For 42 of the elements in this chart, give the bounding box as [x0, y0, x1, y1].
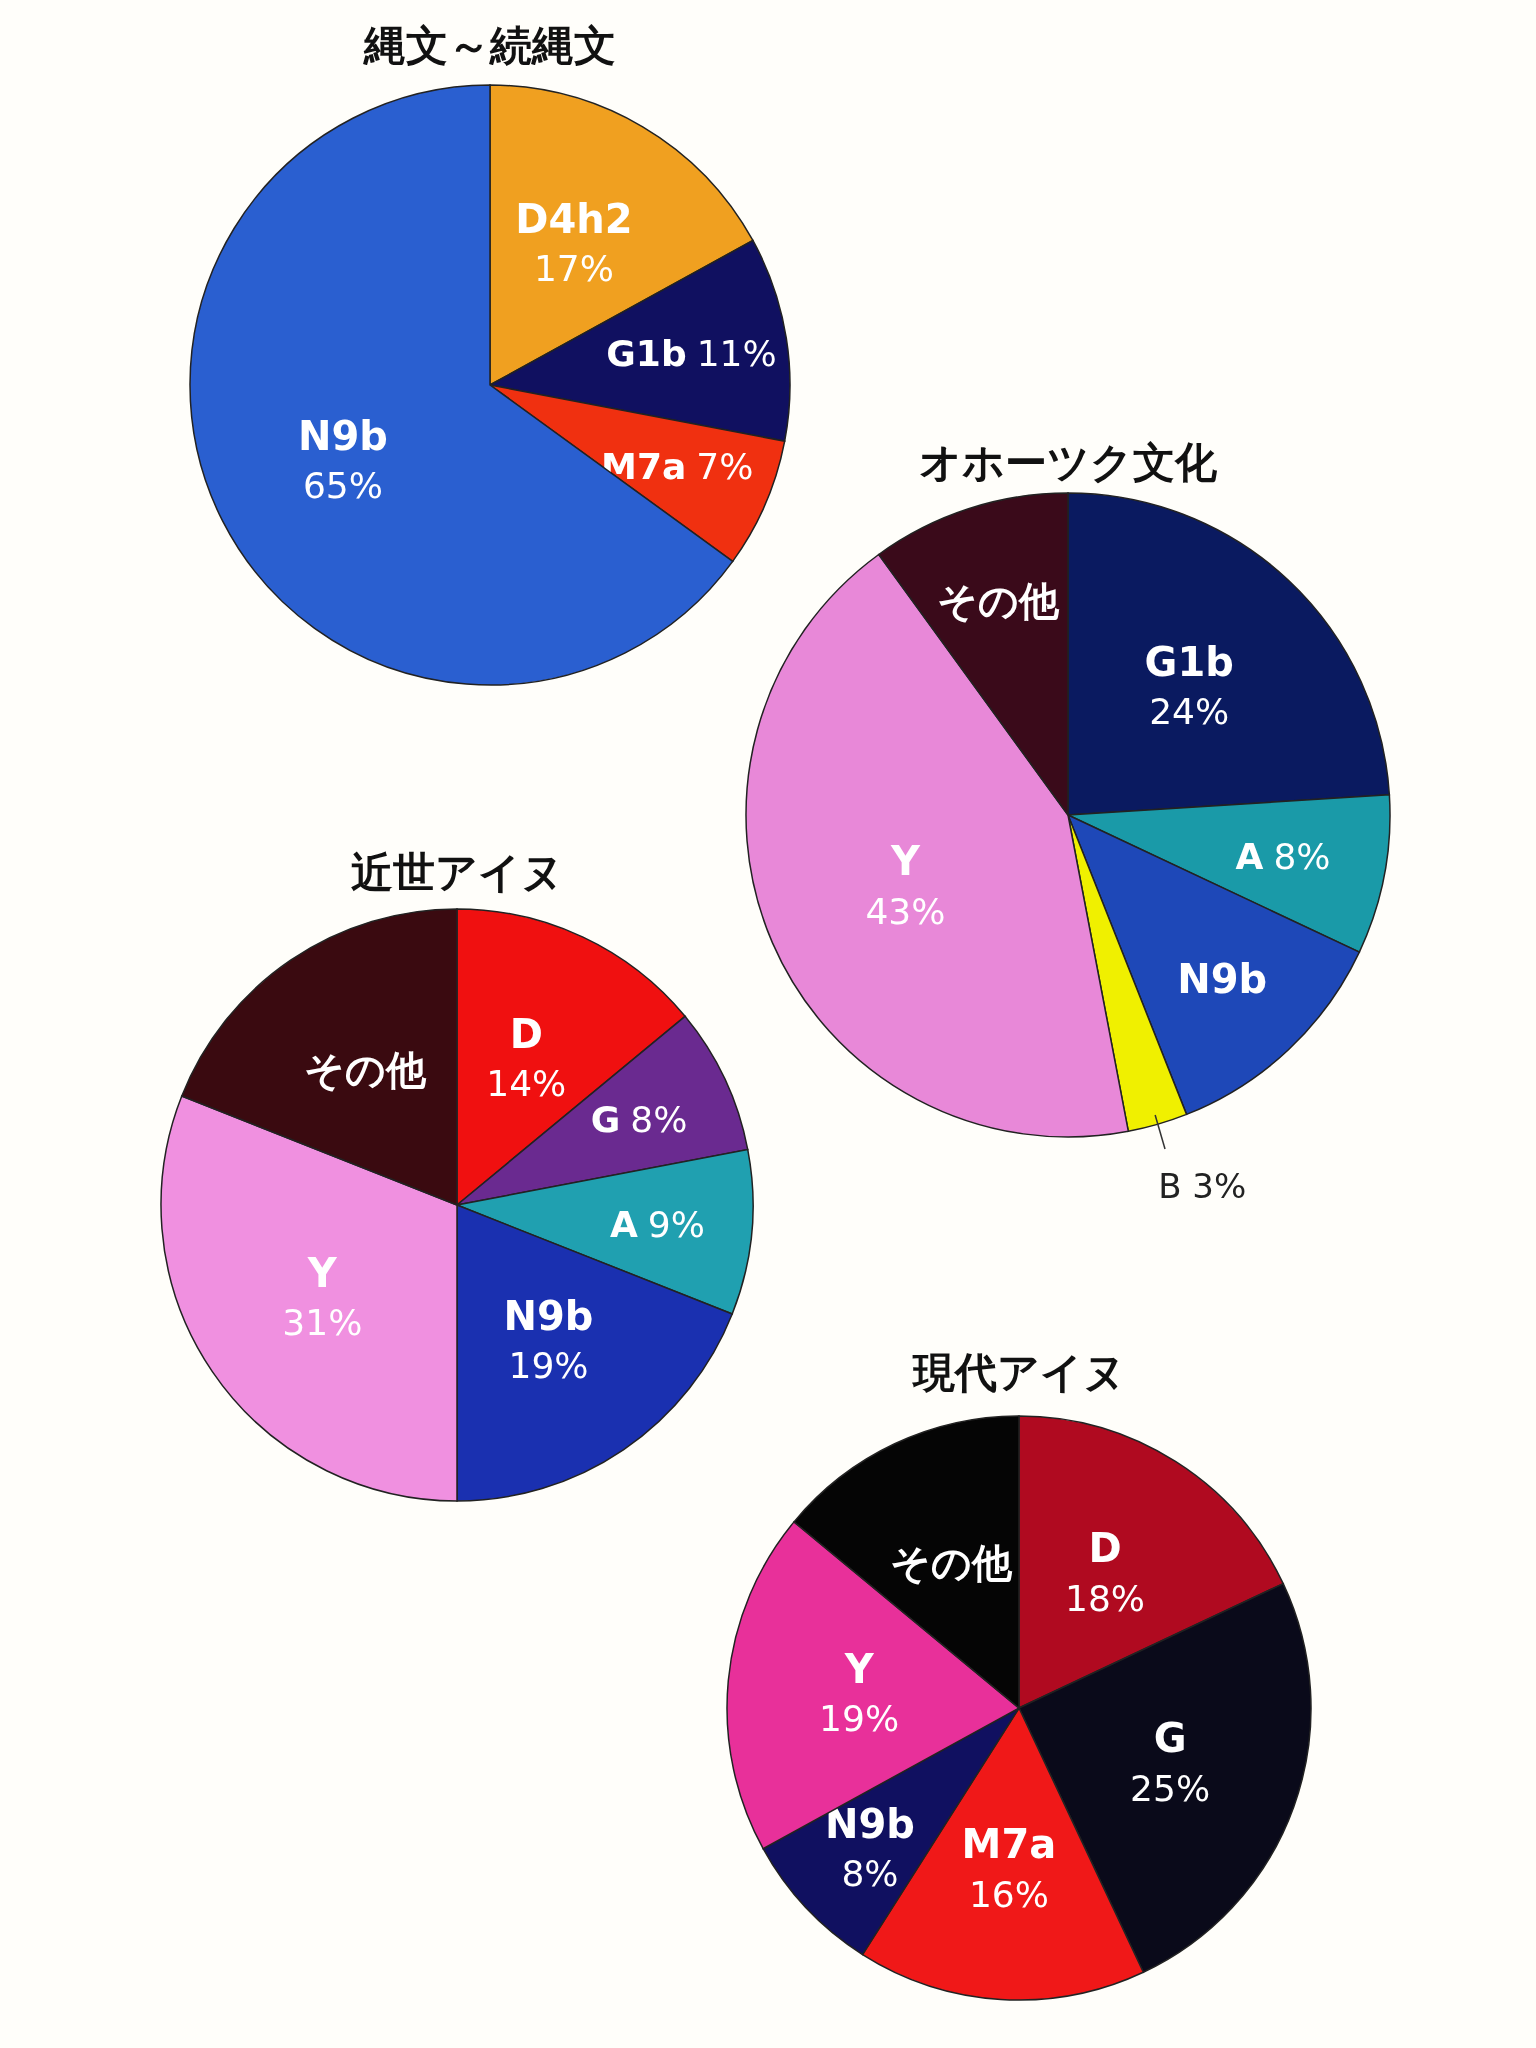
chart-title: 近世アイヌ: [350, 847, 564, 897]
slice-label: D: [1088, 1525, 1122, 1572]
slice-label: N9b: [1177, 956, 1268, 1003]
slice-label: D: [509, 1010, 543, 1057]
data-label: 65%: [302, 465, 383, 507]
slice-label: M7a: [961, 1821, 1057, 1868]
slice-label: Y: [889, 838, 921, 885]
chart-title: 現代アイヌ: [910, 1347, 1126, 1397]
slice-label: A: [1235, 835, 1264, 877]
data-label: 31%: [282, 1302, 363, 1344]
slice-label: N9b: [503, 1292, 594, 1339]
data-label: 8%: [841, 1853, 899, 1895]
slice-label: B 3%: [1158, 1165, 1247, 1206]
data-label: 19%: [508, 1345, 589, 1387]
slice-label: Y: [843, 1645, 875, 1692]
data-label: 17%: [533, 248, 614, 290]
data-label: 14%: [486, 1063, 567, 1105]
slice-label: G1b: [1144, 638, 1234, 685]
slice-label: Y: [306, 1249, 338, 1296]
data-label: 43%: [865, 890, 946, 932]
data-label: 9%: [647, 1203, 705, 1245]
slice-label: N9b: [298, 412, 388, 459]
slice-label: A: [609, 1203, 638, 1245]
slice-label: G: [1153, 1715, 1187, 1762]
data-label: 11%: [696, 332, 777, 374]
chart-title: 縄文～続縄文: [363, 20, 616, 70]
slice-label: G: [590, 1098, 621, 1140]
data-label: 19%: [819, 1698, 900, 1740]
data-label: 24%: [1149, 691, 1230, 733]
data-label: 7%: [696, 445, 754, 487]
chart-title: オホーツク文化: [919, 437, 1218, 487]
slice-label: その他: [889, 1539, 1013, 1586]
slice-label: その他: [304, 1047, 428, 1094]
data-label: 25%: [1130, 1767, 1211, 1809]
slice-label: その他: [937, 577, 1061, 624]
data-label: 18%: [1065, 1577, 1146, 1619]
data-label: 8%: [630, 1098, 688, 1140]
data-label: 8%: [1273, 835, 1331, 877]
slice-label: G1b: [606, 332, 687, 374]
slice-label: D4h2: [515, 195, 633, 242]
data-label: 16%: [968, 1873, 1049, 1915]
slice-label: N9b: [825, 1800, 915, 1847]
